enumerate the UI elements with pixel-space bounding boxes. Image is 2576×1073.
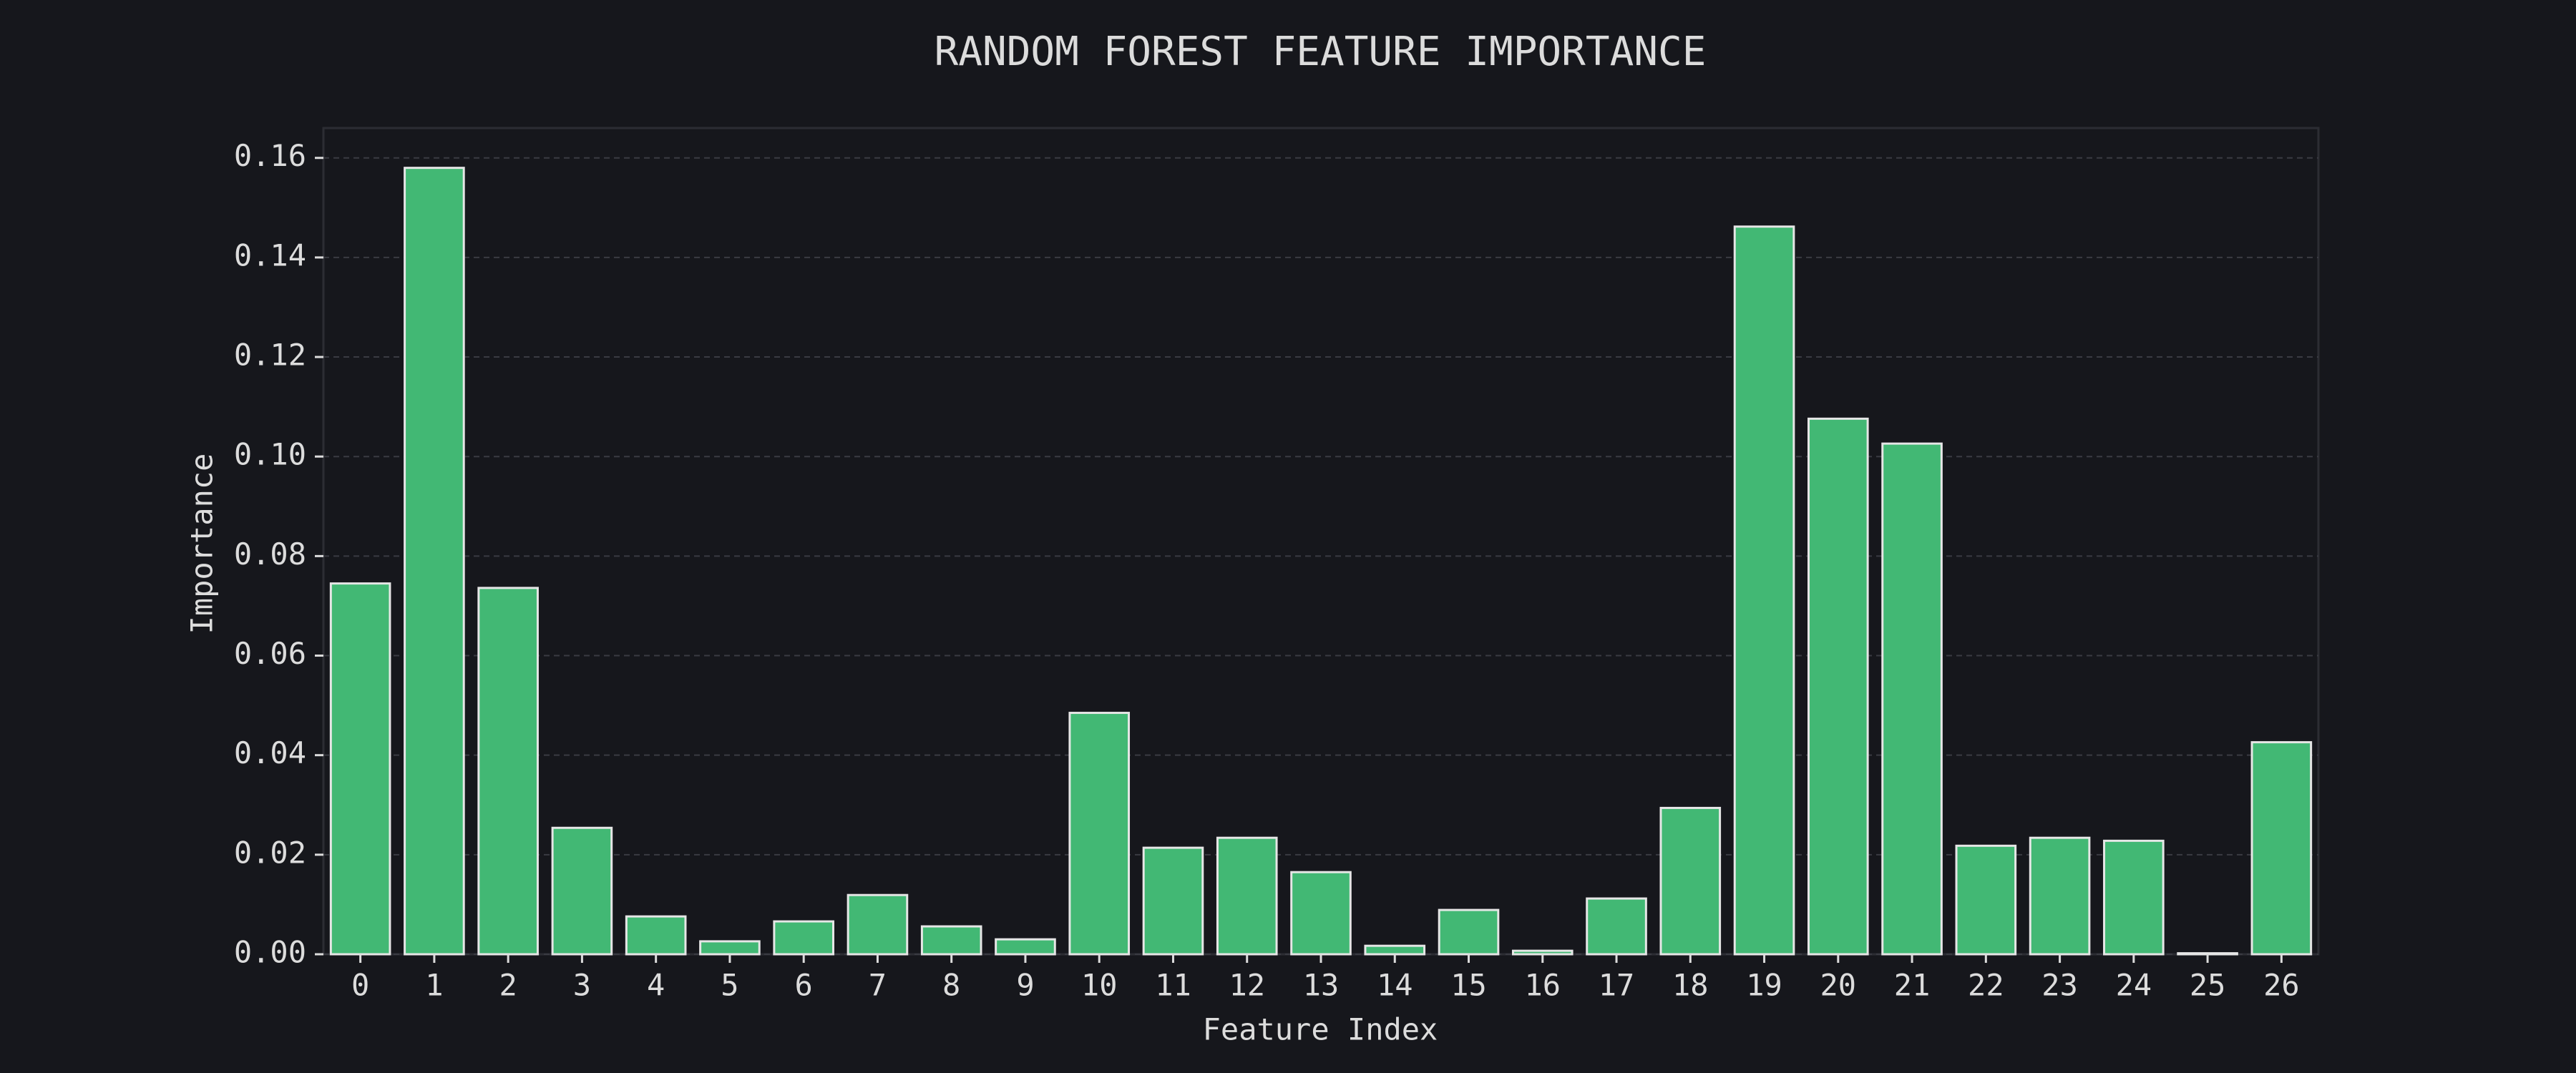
y-tick-label: 0.10 xyxy=(234,437,306,472)
y-tick-label: 0.14 xyxy=(234,237,306,273)
x-tick-label: 2 xyxy=(499,968,517,1003)
x-tick-label: 17 xyxy=(1599,968,1635,1003)
bar xyxy=(1511,949,1574,956)
bar xyxy=(847,893,909,956)
x-tick-label: 22 xyxy=(1968,968,2004,1003)
x-tick-label: 16 xyxy=(1524,968,1561,1003)
x-tick-label: 20 xyxy=(1820,968,1857,1003)
bar xyxy=(2029,836,2091,956)
x-tick-label: 8 xyxy=(942,968,960,1003)
bar xyxy=(1955,844,2017,956)
bar xyxy=(1068,712,1131,956)
x-tick-label: 24 xyxy=(2116,968,2152,1003)
bar xyxy=(1438,908,1500,956)
bar xyxy=(1364,944,1426,956)
x-tick-label: 6 xyxy=(795,968,813,1003)
bar xyxy=(2103,839,2165,956)
x-tick-label: 4 xyxy=(647,968,665,1003)
y-tick-label: 0.08 xyxy=(234,536,306,572)
x-tick-label: 12 xyxy=(1229,968,1265,1003)
bar xyxy=(699,940,761,956)
x-tick-label: 0 xyxy=(351,968,369,1003)
x-tick-label: 25 xyxy=(2190,968,2226,1003)
bar xyxy=(1733,225,1795,956)
x-tick-label: 23 xyxy=(2041,968,2078,1003)
bar xyxy=(1216,836,1278,956)
x-tick-label: 7 xyxy=(869,968,887,1003)
bar xyxy=(404,167,465,956)
bar xyxy=(551,826,613,956)
x-tick-label: 9 xyxy=(1016,968,1034,1003)
bar xyxy=(1142,846,1204,956)
bar xyxy=(477,587,539,956)
bar xyxy=(1290,871,1352,956)
x-tick-label: 10 xyxy=(1081,968,1118,1003)
x-tick-label: 3 xyxy=(573,968,591,1003)
y-tick-label: 0.12 xyxy=(234,338,306,373)
x-tick-label: 21 xyxy=(1894,968,1931,1003)
x-tick-label: 15 xyxy=(1450,968,1487,1003)
x-tick-label: 26 xyxy=(2263,968,2300,1003)
x-tick-label: 1 xyxy=(425,968,443,1003)
bar xyxy=(329,582,391,956)
y-tick-label: 0.16 xyxy=(234,138,306,173)
bar xyxy=(1881,442,1943,956)
bar xyxy=(995,938,1056,956)
x-tick-label: 5 xyxy=(721,968,738,1003)
bar xyxy=(773,920,834,956)
x-tick-label: 19 xyxy=(1746,968,1782,1003)
x-tick-label: 18 xyxy=(1672,968,1709,1003)
y-tick-label: 0.04 xyxy=(234,735,306,770)
x-tick-label: 13 xyxy=(1303,968,1340,1003)
y-tick-label: 0.02 xyxy=(234,835,306,870)
y-tick-label: 0.06 xyxy=(234,636,306,671)
bar xyxy=(1659,806,1722,956)
y-tick-label: 0.00 xyxy=(234,935,306,970)
bar xyxy=(1586,897,1647,956)
x-tick-label: 11 xyxy=(1155,968,1191,1003)
chart-title: RANDOM FOREST FEATURE IMPORTANCE xyxy=(935,29,1707,75)
x-tick-label: 14 xyxy=(1377,968,1413,1003)
plot-frame xyxy=(322,127,2320,956)
bar xyxy=(920,925,982,956)
bar xyxy=(1807,417,1869,956)
x-axis-label: Feature Index xyxy=(1203,1012,1438,1047)
bar xyxy=(625,915,687,956)
y-axis-label: Importance xyxy=(185,454,220,635)
bar xyxy=(2250,741,2313,956)
